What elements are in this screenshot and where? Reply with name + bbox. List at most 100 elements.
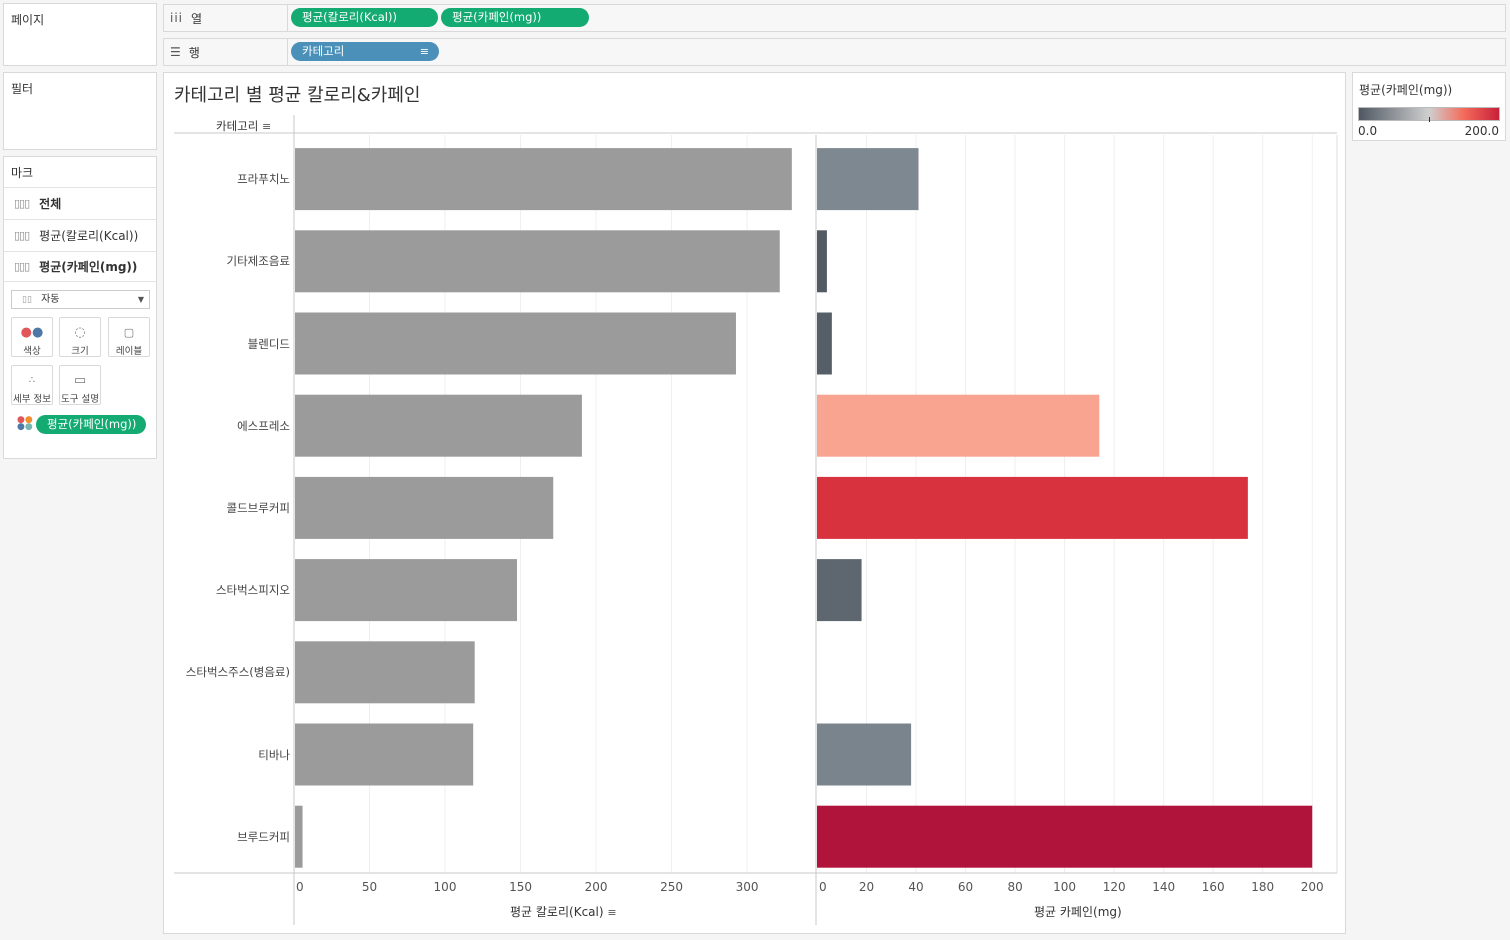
- calorie-bar: [295, 723, 474, 786]
- columns-shelf: iii 열 평균(칼로리(Kcal)) 평균(카페인(mg)): [163, 4, 1506, 32]
- calorie-tick-label: 0: [296, 880, 304, 894]
- calorie-axis-label: 평균 칼로리(Kcal): [510, 905, 604, 919]
- caffeine-tick-label: 60: [957, 880, 974, 894]
- mark-layer-label: 평균(카페인(mg)): [39, 260, 138, 274]
- row-pill-category[interactable]: 카테고리 ≡: [291, 42, 439, 61]
- caffeine-axis-label: 평균 카페인(mg): [1034, 905, 1122, 919]
- column-pill-calorie[interactable]: 평균(칼로리(Kcal)): [291, 8, 438, 27]
- color-encoding-icon: ●● ●●: [17, 415, 33, 432]
- size-button[interactable]: ◌ 크기: [59, 317, 101, 357]
- color-button[interactable]: ●● 색상: [11, 317, 53, 357]
- size-button-label: 크기: [71, 346, 89, 357]
- columns-icon: iii: [170, 11, 184, 25]
- category-label[interactable]: 블렌디드: [247, 336, 290, 351]
- sort-icon: ≡: [607, 906, 617, 919]
- calorie-bar: [295, 476, 554, 539]
- category-label[interactable]: 콜드브루커피: [226, 500, 290, 515]
- bar-chart-icon: ▯▯▯: [14, 228, 30, 242]
- bar-chart-icon: ▯▯▯: [14, 260, 30, 273]
- calorie-bar: [295, 805, 303, 868]
- speech-bubble-icon: ▭: [73, 373, 87, 388]
- chart-title: 카테고리 별 평균 칼로리&카페인: [174, 85, 421, 106]
- marks-title: 마크: [11, 166, 34, 180]
- caffeine-tick-label: 0: [819, 880, 827, 894]
- calorie-tick-label: 250: [660, 880, 683, 894]
- caffeine-tick-label: 140: [1152, 880, 1176, 894]
- pages-panel: 페이지: [3, 3, 157, 66]
- calorie-tick-label: 100: [433, 880, 457, 894]
- calorie-bar: [295, 394, 582, 457]
- row-header-label: 카테고리: [216, 119, 259, 133]
- caffeine-bar: [817, 312, 832, 375]
- category-label[interactable]: 브루드커피: [237, 829, 290, 844]
- caffeine-tick-label: 120: [1102, 880, 1126, 894]
- rows-shelf: ☰ 행 카테고리 ≡: [163, 38, 1506, 66]
- detail-button-label: 세부 정보: [13, 394, 51, 405]
- rows-shelf-label: ☰ 행: [164, 39, 288, 65]
- caffeine-bar: [817, 559, 862, 622]
- caffeine-bar: [817, 394, 1100, 457]
- caffeine-tick-label: 20: [858, 880, 875, 894]
- category-label[interactable]: 프라푸치노: [237, 172, 290, 187]
- rows-icon: ☰: [170, 45, 181, 59]
- mark-layer-all[interactable]: ▯▯▯ 전체: [4, 187, 156, 218]
- pages-title: 페이지: [11, 13, 45, 27]
- caffeine-bar: [817, 805, 1313, 868]
- calorie-axis-title: 평균 칼로리(Kcal) ≡: [510, 903, 617, 920]
- columns-shelf-label: iii 열: [164, 5, 288, 31]
- legend-max: 200.0: [1464, 124, 1499, 138]
- bar-chart-icon: ▯▯: [22, 295, 32, 305]
- category-label[interactable]: 기타제조음료: [226, 254, 290, 269]
- calorie-bar: [295, 559, 517, 622]
- caffeine-tick-label: 180: [1251, 880, 1275, 894]
- mark-layer-label: 전체: [39, 196, 62, 211]
- tooltip-button-label: 도구 설명: [61, 394, 99, 405]
- color-legend[interactable]: 평균(카페인(mg)) 0.0 200.0: [1352, 72, 1506, 141]
- mark-type-value: 자동: [41, 294, 60, 305]
- category-label[interactable]: 티바나: [258, 747, 290, 762]
- color-dots-icon: ●●: [20, 325, 44, 340]
- caffeine-bar: [817, 476, 1248, 539]
- detail-button[interactable]: ∴ 세부 정보: [11, 365, 53, 405]
- text-label-icon: ▢: [123, 326, 135, 339]
- label-button[interactable]: ▢ 레이블: [108, 317, 150, 357]
- color-field-pill[interactable]: 평균(카페인(mg)): [36, 415, 146, 434]
- calorie-tick-label: 200: [584, 880, 608, 894]
- mark-layer-calorie[interactable]: ▯▯▯ 평균(칼로리(Kcal)): [4, 219, 156, 250]
- legend-min: 0.0: [1358, 124, 1378, 138]
- caffeine-bar: [817, 723, 912, 786]
- detail-dots-icon: ∴: [28, 375, 36, 386]
- caffeine-tick-label: 100: [1053, 880, 1077, 894]
- calorie-bar: [295, 230, 780, 293]
- filters-title: 필터: [11, 82, 34, 96]
- calorie-bar: [295, 148, 792, 211]
- category-label[interactable]: 스타벅스주스(병음료): [185, 665, 290, 680]
- chevron-down-icon: ▼: [137, 295, 144, 304]
- marks-panel: 마크 ▯▯▯ 전체 ▯▯▯ 평균(칼로리(Kcal)) ▯▯▯ 평균(카페인(m…: [3, 156, 157, 459]
- column-pill-caffeine[interactable]: 평균(카페인(mg)): [441, 8, 589, 27]
- chart-svg: [174, 115, 1338, 925]
- filters-panel[interactable]: 필터: [3, 72, 157, 150]
- calorie-bar: [295, 312, 736, 375]
- calorie-tick-label: 150: [509, 880, 532, 894]
- calorie-tick-label: 50: [361, 880, 378, 894]
- mark-layer-caffeine[interactable]: ▯▯▯ 평균(카페인(mg)): [4, 251, 156, 282]
- calorie-tick-label: 300: [735, 880, 759, 894]
- category-label[interactable]: 스타벅스피지오: [215, 583, 290, 598]
- category-label[interactable]: 에스프레소: [237, 418, 290, 433]
- bar-chart-icon: ▯▯▯: [14, 196, 30, 210]
- sort-icon: ≡: [261, 120, 272, 133]
- caffeine-axis-title: 평균 카페인(mg): [1034, 903, 1122, 920]
- caffeine-tick-label: 160: [1201, 880, 1225, 894]
- tooltip-button[interactable]: ▭ 도구 설명: [59, 365, 101, 405]
- legend-title: 평균(카페인(mg)): [1359, 83, 1453, 97]
- caffeine-tick-label: 200: [1300, 880, 1324, 894]
- row-pill-label: 카테고리: [302, 44, 345, 58]
- mark-type-select[interactable]: ▯▯ 자동 ▼: [11, 290, 150, 309]
- sort-icon: ≡: [419, 45, 429, 58]
- row-header[interactable]: 카테고리 ≡: [216, 118, 271, 134]
- label-button-label: 레이블: [115, 346, 143, 357]
- caffeine-tick-label: 80: [1007, 880, 1023, 894]
